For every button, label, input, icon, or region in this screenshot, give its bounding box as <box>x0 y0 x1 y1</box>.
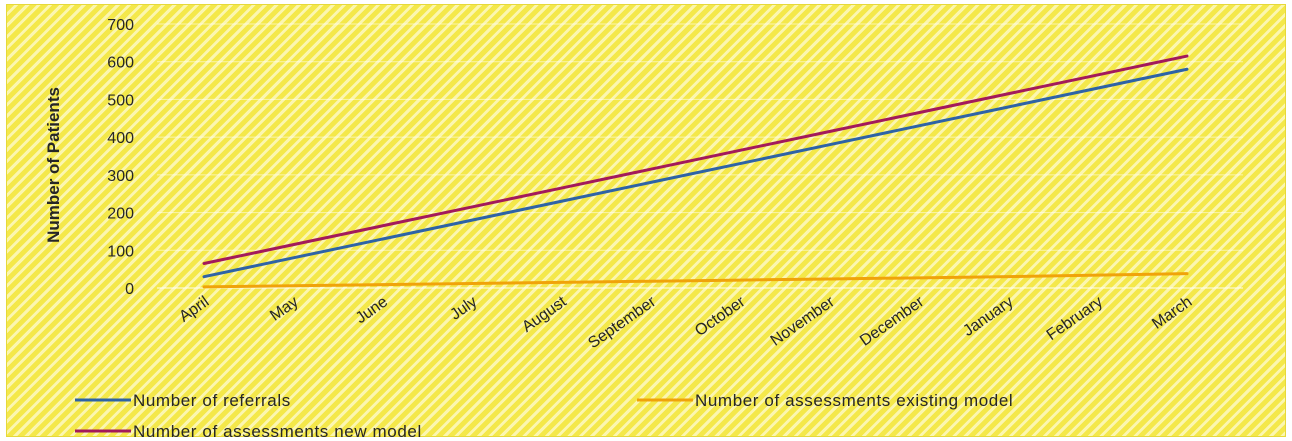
x-tick-label: January <box>960 293 1016 340</box>
series-lines <box>202 54 1189 289</box>
gridlines <box>157 23 1243 289</box>
legend-label: Number of assessments existing model <box>695 391 1013 410</box>
x-tick-label: November <box>768 293 839 350</box>
series-line <box>202 54 1189 265</box>
y-tick-label: 0 <box>125 281 134 298</box>
x-tick-label: May <box>267 293 302 324</box>
chart-panel: 0 100 200 300 400 500 600 700 April May June July A… <box>6 4 1286 438</box>
x-tick-label: September <box>585 293 659 352</box>
series-line <box>202 67 1189 279</box>
x-tick-label: December <box>857 293 928 350</box>
y-axis-ticks: 0 100 200 300 400 500 600 700 <box>107 17 134 298</box>
y-tick-label: 600 <box>107 55 134 72</box>
y-tick-label: 700 <box>107 17 134 34</box>
y-tick-label: 100 <box>107 243 134 260</box>
x-tick-label: March <box>1149 293 1195 332</box>
legend-item: Number of referrals <box>75 391 291 410</box>
x-tick-label: June <box>353 293 391 327</box>
legend-label: Number of referrals <box>133 391 291 410</box>
x-tick-label: July <box>447 293 480 323</box>
legend-item: Number of assessments existing model <box>637 391 1013 410</box>
y-tick-label: 400 <box>107 130 134 147</box>
legend-item: Number of assessments new model <box>75 422 422 438</box>
x-tick-label: April <box>176 293 212 325</box>
y-tick-label: 300 <box>107 168 134 185</box>
series-line <box>202 272 1189 289</box>
x-tick-label: October <box>692 293 749 340</box>
y-axis-title: Number of Patients <box>44 87 63 243</box>
y-tick-label: 500 <box>107 92 134 109</box>
y-tick-label: 200 <box>107 206 134 223</box>
legend-label: Number of assessments new model <box>133 422 422 438</box>
x-axis-ticks: April May June July August September October No… <box>176 293 1195 352</box>
x-tick-label: August <box>519 293 570 336</box>
x-tick-label: February <box>1044 293 1106 344</box>
legend: Number of referrals Number of assessments… <box>75 391 1013 438</box>
